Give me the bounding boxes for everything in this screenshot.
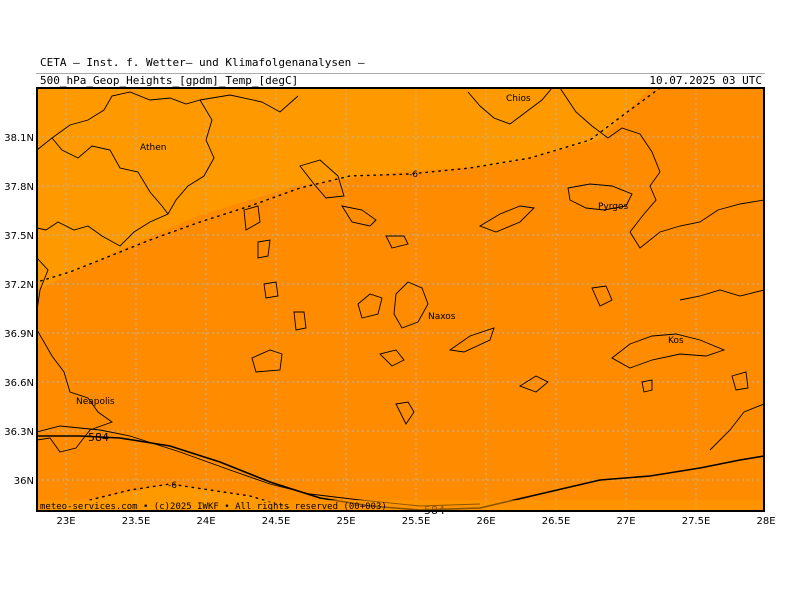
lat-tick-label: 36.3N [4, 427, 34, 438]
serifos-coast [263, 281, 279, 299]
temperature-field-warm [37, 88, 650, 290]
milos-coast [251, 349, 283, 373]
athens-coast [51, 137, 169, 215]
patmos-coast [591, 285, 613, 307]
kos-coast [611, 333, 726, 369]
syros-coast [257, 239, 271, 259]
lat-tick-label: 37.5N [4, 231, 34, 242]
chios-coast [467, 88, 553, 125]
attica-coast [37, 91, 215, 247]
lat-tick-label: 38.1N [4, 133, 34, 144]
samos-coast [567, 183, 633, 211]
lon-tick-label: 24E [196, 516, 215, 527]
lon-tick-label: 26.5E [542, 516, 571, 527]
contour-label-584-a: 584 [88, 431, 109, 444]
place-label-chios: Chios [506, 94, 531, 104]
lon-tick-label: 25E [336, 516, 355, 527]
lat-tick-label: 36.6N [4, 378, 34, 389]
mykonos-coast [385, 235, 409, 249]
astypalea-coast [518, 375, 549, 393]
andros-coast [299, 159, 345, 199]
lon-tick-label: 25.5E [402, 516, 431, 527]
place-label-naxos: Naxos [428, 312, 456, 322]
place-label-pyrgos: Pyrgos [598, 202, 629, 212]
asia-minor-coast [559, 88, 764, 249]
tilos-coast [731, 371, 749, 391]
source-header: CETA — Inst. f. Wetter— und Klimafolgena… [40, 56, 365, 69]
sifnos-coast [293, 311, 307, 331]
bodrum-coast [679, 289, 764, 301]
evia-coast [199, 94, 299, 113]
lon-tick-label: 24.5E [262, 516, 291, 527]
lon-tick-label: 23E [56, 516, 75, 527]
contour-label-minus6-a: -6 [409, 170, 418, 180]
map-frame [36, 87, 765, 512]
rhodes-coast [709, 403, 764, 451]
latitude-labels: 38.1N 37.8N 37.5N 37.2N 36.9N 36.6N 36.3N 36N [4, 133, 34, 487]
longitude-labels: 23E 23.5E 24E 24.5E 25E 25.5E 26E 26.5E 27E 27.5E… [56, 516, 775, 527]
place-label-athen: Athen [140, 143, 166, 153]
lon-tick-label: 26E [476, 516, 495, 527]
tinos-coast [341, 205, 377, 227]
amorgos-coast [448, 327, 495, 353]
lon-tick-label: 23.5E [122, 516, 151, 527]
laconia-coast [37, 329, 113, 453]
contour-label-minus6-b: -6 [168, 481, 177, 491]
place-label-kos: Kos [668, 336, 684, 346]
lat-tick-label: 37.8N [4, 182, 34, 193]
ikaria-coast [478, 205, 535, 233]
coastlines [37, 88, 764, 507]
naxos-coast [393, 281, 429, 329]
lat-tick-label: 37.2N [4, 280, 34, 291]
thira-coast [395, 401, 415, 425]
place-label-neapolis: Neapolis [76, 397, 115, 407]
lat-tick-label: 36N [14, 476, 34, 487]
kalymnos-coast [641, 379, 653, 393]
lon-tick-label: 27.5E [682, 516, 711, 527]
footer-strip [37, 500, 764, 511]
lon-tick-label: 27E [616, 516, 635, 527]
header-bar [36, 73, 765, 88]
ios-coast [379, 349, 405, 367]
peloponnese-coast [37, 257, 49, 311]
kea-coast [243, 205, 261, 231]
isotherm-minus-6 [37, 88, 661, 509]
valid-time: 10.07.2025 03 UTC [649, 74, 762, 87]
lat-tick-label: 36.9N [4, 329, 34, 340]
copyright-footer: meteo-services.com • (c)2025 IWKF • All … [40, 502, 387, 512]
lon-tick-label: 28E [756, 516, 775, 527]
field-title: 500_hPa_Geop_Heights_[gpdm]_Temp_[degC] [40, 74, 299, 87]
paros-coast [357, 293, 383, 319]
